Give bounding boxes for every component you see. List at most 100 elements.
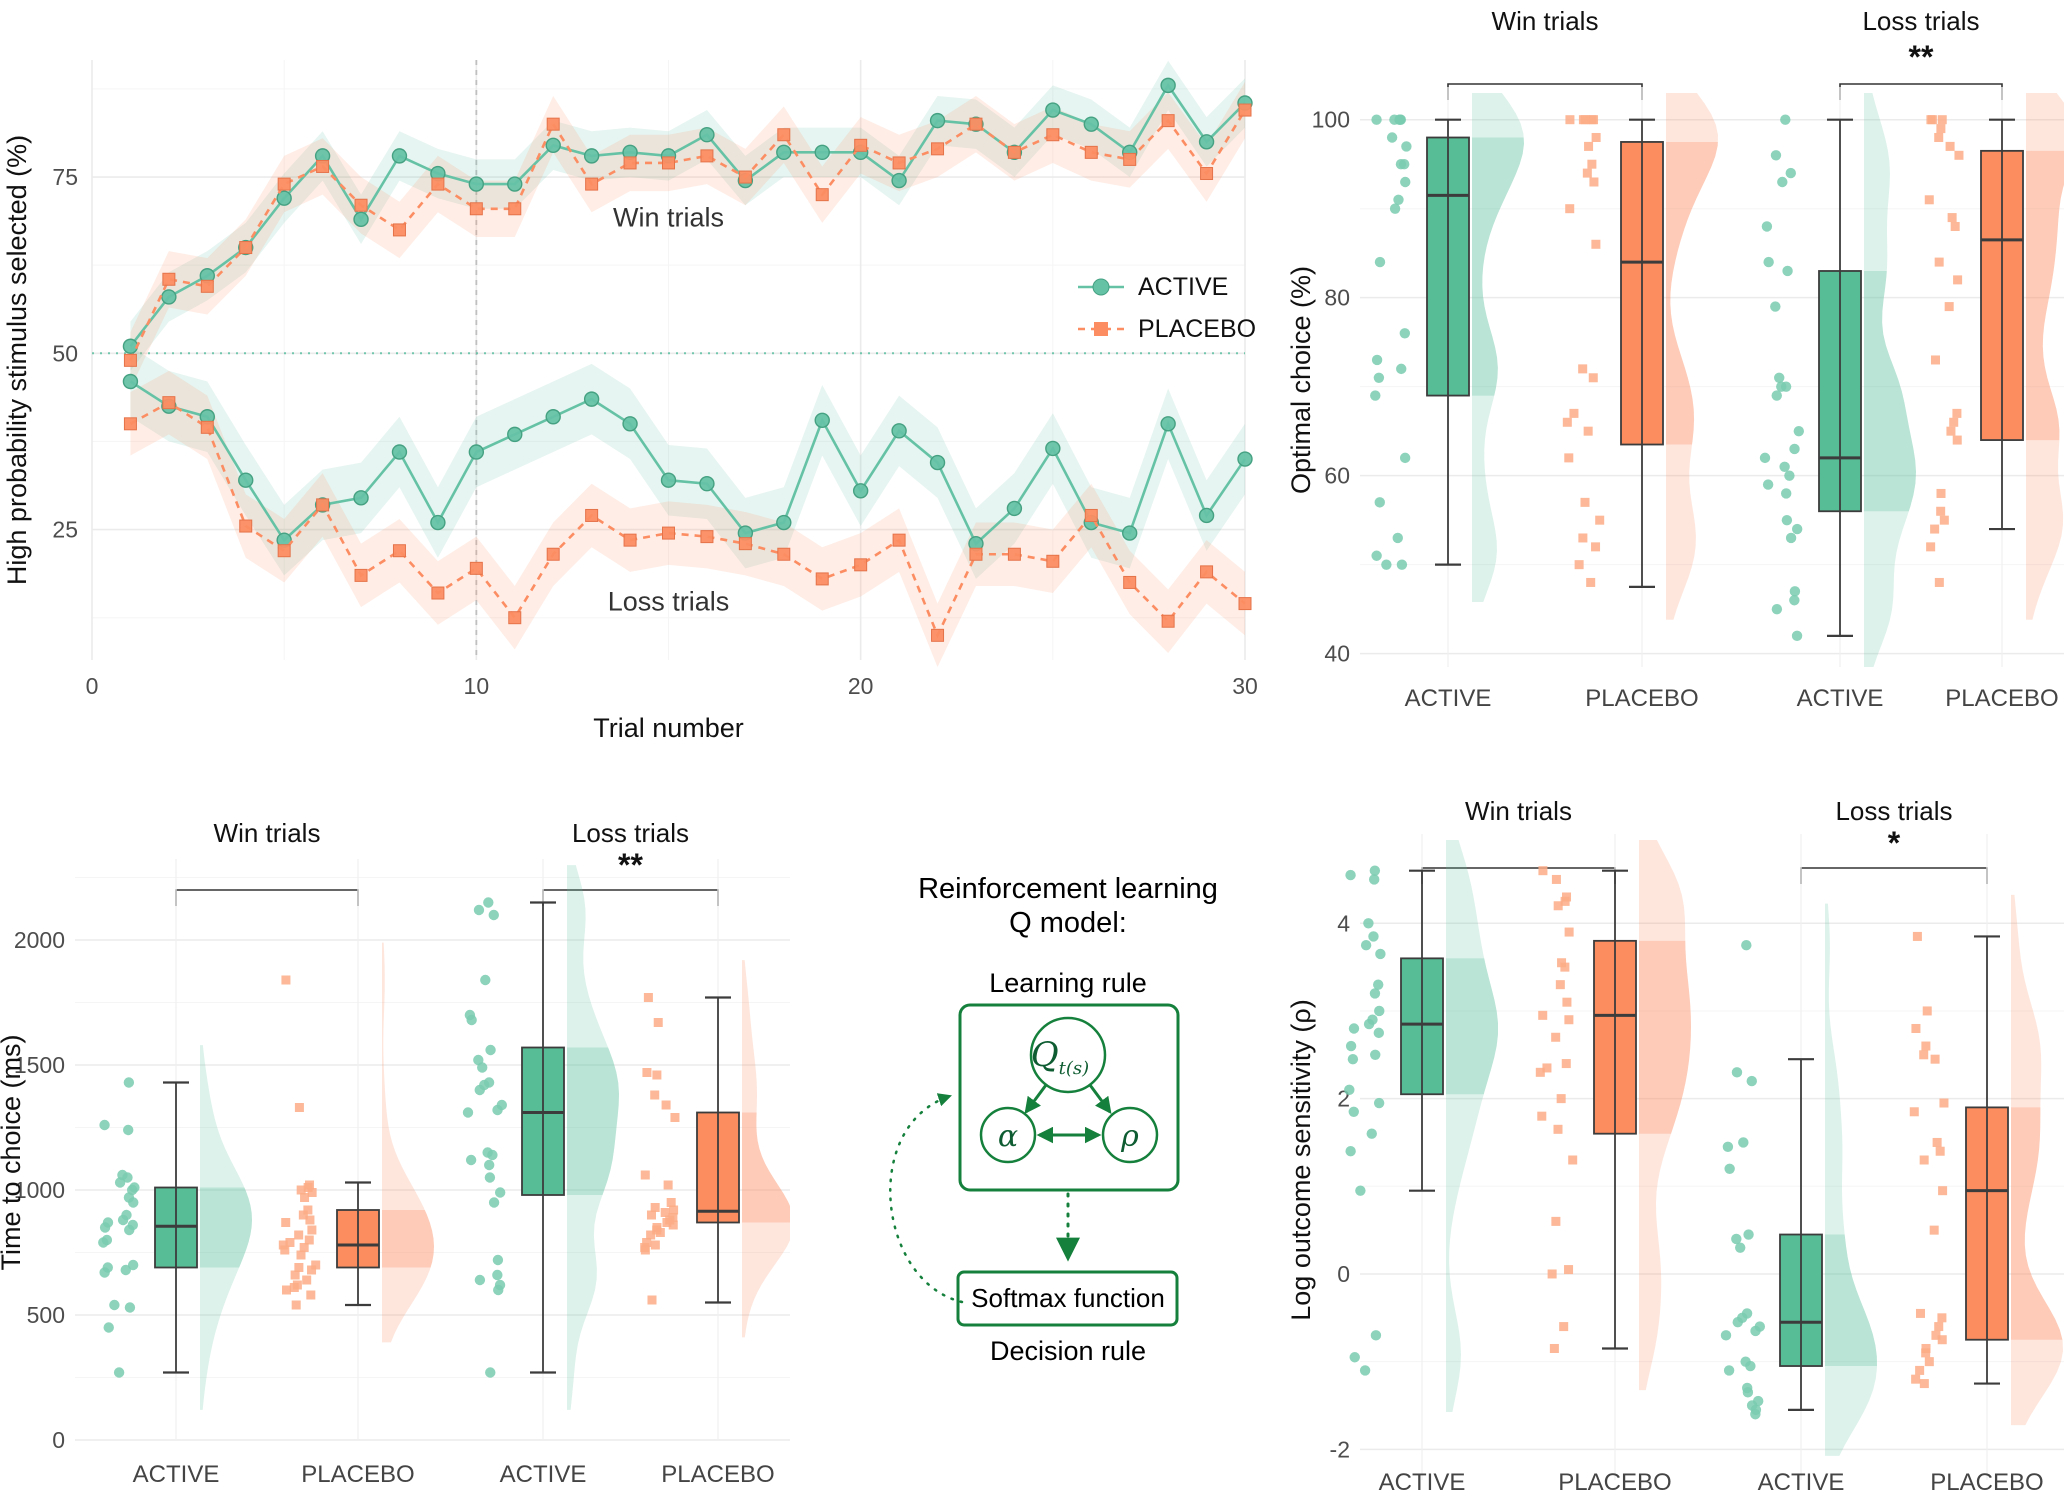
jitter-point-circle: [485, 1044, 496, 1056]
comparison-bracket: [175, 889, 359, 906]
jitter-point-circle: [1777, 176, 1788, 188]
jitter-point-square: [302, 1275, 312, 1285]
jitter-point-square: [1926, 542, 1936, 552]
jitter-point-square: [1929, 1225, 1939, 1235]
data-point-circle: [1198, 134, 1215, 150]
x-tick-label: 30: [1232, 673, 1258, 699]
learning-rule-label: Learning rule: [989, 968, 1147, 998]
jitter-point-square: [1930, 524, 1940, 534]
jitter-point-circle: [1374, 256, 1386, 268]
data-point-circle: [1121, 525, 1138, 541]
jitter-point-circle: [1386, 132, 1398, 143]
jitter-point-circle: [117, 1214, 129, 1226]
data-point-circle: [699, 127, 715, 143]
jitter-point-circle: [494, 1187, 506, 1198]
jitter-point-square: [1551, 1032, 1561, 1042]
jitter-point-circle: [99, 1222, 111, 1233]
jitter-point-square: [298, 1210, 308, 1220]
jitter-point-circle: [1373, 1097, 1385, 1109]
comparison-bracket: [1800, 867, 1988, 884]
jitter-point-circle: [1371, 550, 1382, 561]
optimal-choice-raincloud: 40 60 80 100 Win trials ACTIVE PLACEBO Loss tri…: [1286, 6, 2064, 712]
half-violin: [1864, 93, 1916, 667]
data-point-square: [431, 586, 445, 600]
q-node-label: Qt(s): [1031, 1035, 1089, 1079]
x-tick-label: 20: [848, 673, 874, 699]
jitter-point-square: [1934, 257, 1944, 267]
jitter-point-circle: [1399, 452, 1411, 464]
data-point-circle: [814, 144, 830, 161]
jitter-point-circle: [1369, 874, 1380, 885]
data-point-square: [1084, 508, 1098, 522]
jitter-point-square: [650, 1203, 660, 1212]
jitter-point-circle: [1770, 150, 1782, 161]
jitter-point-circle: [462, 1107, 474, 1118]
jitter-point-circle: [1395, 158, 1407, 170]
jitter-point-circle: [1750, 1409, 1761, 1420]
jitter-point-square: [296, 1185, 306, 1195]
half-violin: [2011, 894, 2063, 1426]
facet-title: Win trials: [1465, 796, 1572, 826]
jitter-point-circle: [485, 1367, 496, 1378]
jitter-point-square: [1553, 1124, 1563, 1134]
learning-curve-chart: 25 50 75 0 10 20 30 Win trials Loss trials ACTIVE…: [2, 60, 1258, 743]
jitter-point-circle: [1776, 381, 1787, 392]
jitter-point-circle: [1779, 461, 1790, 472]
jitter-point-circle: [1373, 979, 1384, 990]
data-point-circle: [545, 409, 561, 425]
jitter-point-circle: [1723, 1365, 1735, 1376]
jitter-point-square: [1946, 426, 1956, 436]
jitter-point-square: [1945, 141, 1955, 151]
half-violin-core: [1864, 270, 1916, 512]
data-point-circle: [1045, 102, 1061, 118]
jitter-point-square: [1595, 515, 1605, 525]
x-axis-title: Trial number: [593, 713, 744, 743]
jitter-point-square: [1542, 1063, 1552, 1073]
jitter-point-circle: [1348, 1023, 1360, 1034]
facet-title: Loss trials: [572, 818, 689, 848]
jitter-point-circle: [488, 909, 499, 921]
data-point-square: [508, 202, 522, 216]
jitter-point-square: [294, 1263, 304, 1272]
jitter-point-square: [1559, 1322, 1569, 1332]
jitter-point-circle: [120, 1264, 131, 1276]
jitter-point-circle: [483, 897, 494, 908]
jitter-point-square: [1569, 408, 1579, 418]
half-violin: [382, 942, 434, 1343]
jitter-point-circle: [1373, 1027, 1385, 1039]
jitter-point-square: [1568, 1155, 1578, 1165]
jitter-point-square: [1909, 1107, 1919, 1117]
significance-stars: **: [618, 847, 643, 883]
jitter-point-square: [1936, 506, 1946, 516]
group-axis-label: ACTIVE: [1379, 1469, 1466, 1496]
data-point-circle: [1198, 507, 1215, 524]
jitter-point-square: [289, 1283, 299, 1292]
jitter-point-circle: [1347, 1053, 1359, 1065]
jitter-point-circle: [493, 1284, 504, 1296]
jitter-point-square: [653, 1018, 663, 1027]
jitter-point-square: [1555, 980, 1565, 990]
data-point-square: [931, 142, 945, 156]
data-point-circle: [161, 289, 177, 305]
y-tick-label: 80: [1324, 285, 1350, 311]
jitter-point-circle: [1732, 1316, 1743, 1328]
jitter-point-square: [1587, 159, 1597, 169]
q-to-alpha-arrow: [1024, 1084, 1048, 1114]
jitter-point-circle: [122, 1172, 133, 1183]
jitter-point-square: [1911, 1374, 1921, 1384]
panel-learning-curve: 25 50 75 0 10 20 30 Win trials Loss trials ACTIVE…: [0, 0, 1290, 790]
data-point-circle: [583, 391, 600, 407]
facet-title: Loss trials: [1862, 6, 1979, 36]
jitter-point-circle: [1771, 603, 1783, 615]
jitter-point-circle: [1789, 595, 1800, 606]
jitter-point-circle: [1369, 988, 1381, 999]
jitter-point-circle: [492, 1269, 503, 1281]
data-point-square: [162, 396, 176, 410]
jitter-point-circle: [1771, 390, 1782, 401]
jitter-point-square: [640, 1245, 650, 1255]
jitter-point-circle: [492, 1104, 503, 1116]
jitter-point-circle: [1401, 141, 1412, 152]
jitter-point-circle: [1741, 940, 1752, 951]
data-point-circle: [891, 423, 907, 439]
data-point-circle: [468, 444, 485, 460]
